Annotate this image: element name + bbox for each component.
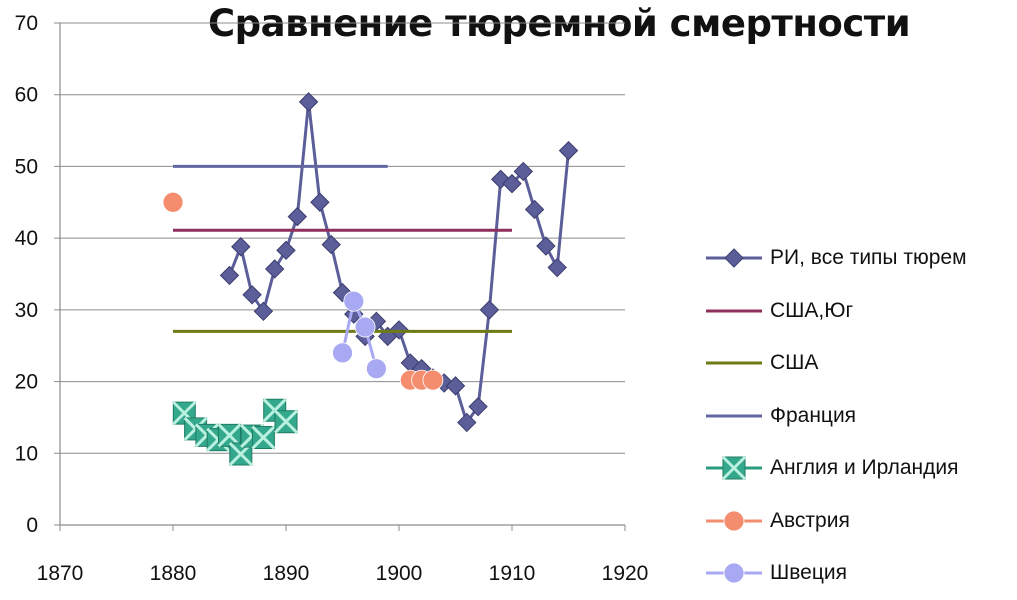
legend-swatch (706, 414, 762, 418)
legend-item: США,Юг (704, 285, 1014, 338)
data-point (332, 342, 353, 364)
legend-item: Англия и Ирландия (704, 442, 1014, 495)
data-point (536, 236, 556, 256)
legend-item: США (704, 337, 1014, 390)
y-tick-label: 20 (15, 371, 38, 394)
legend-swatch (706, 510, 762, 532)
x-tick-label: 1900 (376, 562, 423, 585)
data-point (264, 259, 285, 279)
data-point (513, 161, 534, 182)
data-point (310, 192, 330, 212)
data-point (422, 369, 444, 391)
x-tick-label: 1880 (150, 562, 197, 585)
legend-swatch-marker (723, 562, 745, 584)
data-point (273, 409, 299, 434)
legend-label: США,Юг (770, 298, 854, 322)
legend-label: Франция (770, 403, 857, 427)
data-point (242, 285, 262, 305)
chart-legend: РИ, все типы тюрем США,Юг США Франция Англия… (704, 232, 1014, 600)
x-tick-label: 1910 (489, 562, 536, 585)
x-tick-label: 1920 (602, 562, 649, 585)
data-point (298, 92, 319, 112)
legend-swatch (706, 309, 762, 313)
legend-label: Австрия (770, 508, 850, 532)
y-tick-label: 10 (15, 442, 38, 465)
series-6 (332, 290, 387, 380)
legend-swatch-marker (721, 456, 747, 481)
data-point (287, 206, 308, 227)
legend-swatch (706, 456, 762, 481)
y-tick-label: 50 (15, 155, 38, 178)
legend-item: РИ, все типы тюрем (704, 232, 1014, 285)
legend-item: Франция (704, 390, 1014, 443)
y-tick-label: 60 (15, 84, 38, 107)
data-point (276, 240, 296, 261)
y-tick-label: 70 (15, 12, 38, 35)
y-tick-label: 40 (15, 227, 38, 250)
data-point (468, 396, 488, 417)
data-point (354, 316, 376, 338)
data-point (457, 412, 477, 433)
data-point (524, 199, 545, 220)
data-point (332, 282, 353, 303)
y-tick-label: 0 (26, 514, 38, 537)
x-tick-label: 1870 (37, 562, 84, 585)
legend-label: Швеция (770, 561, 847, 585)
marker-cross (251, 425, 276, 450)
legend-item: Швеция (704, 547, 1014, 600)
legend-swatch-marker (724, 248, 744, 268)
data-point (217, 423, 242, 448)
legend-swatch-marker (723, 510, 745, 532)
data-point (231, 237, 251, 257)
legend-swatch (706, 562, 762, 584)
data-point (558, 140, 579, 161)
y-tick-label: 30 (15, 299, 38, 322)
legend-label: Англия и Ирландия (770, 456, 959, 480)
data-point (547, 257, 567, 278)
legend-swatch (706, 361, 762, 365)
marker-cross (273, 409, 299, 434)
series-0 (219, 92, 579, 433)
data-point (502, 173, 522, 194)
series-4 (172, 398, 299, 467)
data-point (253, 301, 274, 321)
data-point (445, 376, 466, 396)
data-point (251, 425, 276, 450)
series-5 (162, 191, 444, 391)
data-point (219, 265, 240, 286)
series-line (341, 299, 378, 370)
marker-cross (721, 456, 747, 481)
x-tick-label: 1890 (263, 562, 310, 585)
data-point (321, 234, 341, 255)
legend-label: США (770, 351, 819, 375)
data-point (479, 300, 500, 320)
series-line (228, 100, 570, 424)
legend-item: Австрия (704, 495, 1014, 548)
legend-label: РИ, все типы тюрем (770, 246, 967, 270)
data-point (343, 290, 365, 312)
legend-swatch (706, 248, 762, 268)
data-point (365, 358, 387, 380)
data-point (162, 191, 184, 213)
